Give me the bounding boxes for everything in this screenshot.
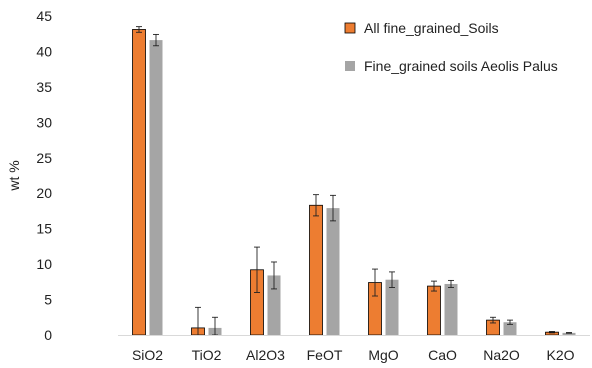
error-bar [389, 271, 395, 288]
x-tick-label: Al2O3 [246, 347, 285, 363]
legend-swatch [345, 61, 355, 71]
error-bar [549, 331, 555, 334]
legend-item: Fine_grained soils Aeolis Palus [345, 58, 558, 74]
plot-area [132, 26, 576, 336]
error-bar [153, 33, 159, 47]
legend-item: All fine_grained_Soils [344, 20, 499, 36]
legend-label: Fine_grained soils Aeolis Palus [364, 58, 558, 74]
bar-na2o-series-2 [503, 322, 517, 335]
bar-sio2-series-1 [132, 29, 146, 336]
error-bar [566, 332, 572, 334]
y-tick-label: 30 [36, 114, 52, 130]
error-bar [490, 316, 496, 324]
x-tick-label: TiO2 [192, 347, 222, 363]
x-tick-label: Na2O [483, 347, 520, 363]
error-bar [330, 194, 336, 222]
bar-cao-series-1 [427, 285, 441, 336]
y-tick-label: 15 [36, 221, 52, 237]
error-bar [313, 194, 319, 217]
x-tick-label: MgO [368, 347, 398, 363]
error-bar [372, 268, 378, 297]
bar-sio2-series-2 [149, 40, 163, 335]
legend-swatch [344, 22, 356, 34]
x-tick-label: CaO [428, 347, 457, 363]
error-bar [254, 246, 260, 293]
y-axis: 0 5 10 15 20 25 30 35 40 45 [36, 8, 52, 343]
x-tick-label: K2O [546, 347, 574, 363]
bar-feot-series-1 [309, 204, 323, 336]
bar-al2o3-series-2 [267, 275, 281, 335]
error-bar [271, 261, 277, 290]
y-tick-label: 25 [36, 150, 52, 166]
y-tick-label: 45 [36, 8, 52, 24]
legend-label: All fine_grained_Soils [364, 20, 499, 36]
y-tick-label: 20 [36, 185, 52, 201]
x-tick-label: FeOT [307, 347, 343, 363]
bar-cao-series-2 [444, 283, 458, 335]
error-bar [136, 26, 142, 33]
y-tick-label: 0 [44, 327, 52, 343]
x-tick-label: SiO2 [132, 347, 163, 363]
error-bar [448, 279, 454, 288]
bar-feot-series-2 [326, 208, 340, 335]
bar-mgo-series-2 [385, 279, 399, 335]
y-tick-label: 10 [36, 256, 52, 272]
y-tick-label: 35 [36, 79, 52, 95]
bar-k2o-series-2 [562, 332, 576, 335]
error-bar [507, 319, 513, 325]
error-bar [431, 280, 437, 292]
legend: All fine_grained_Soils Fine_grained soils… [344, 20, 558, 74]
y-tick-label: 40 [36, 43, 52, 59]
y-axis-title: wt % [6, 160, 22, 191]
y-tick-label: 5 [44, 292, 52, 308]
x-axis: SiO2 TiO2 Al2O3 FeOT MgO CaO Na2O K2O [132, 347, 575, 363]
